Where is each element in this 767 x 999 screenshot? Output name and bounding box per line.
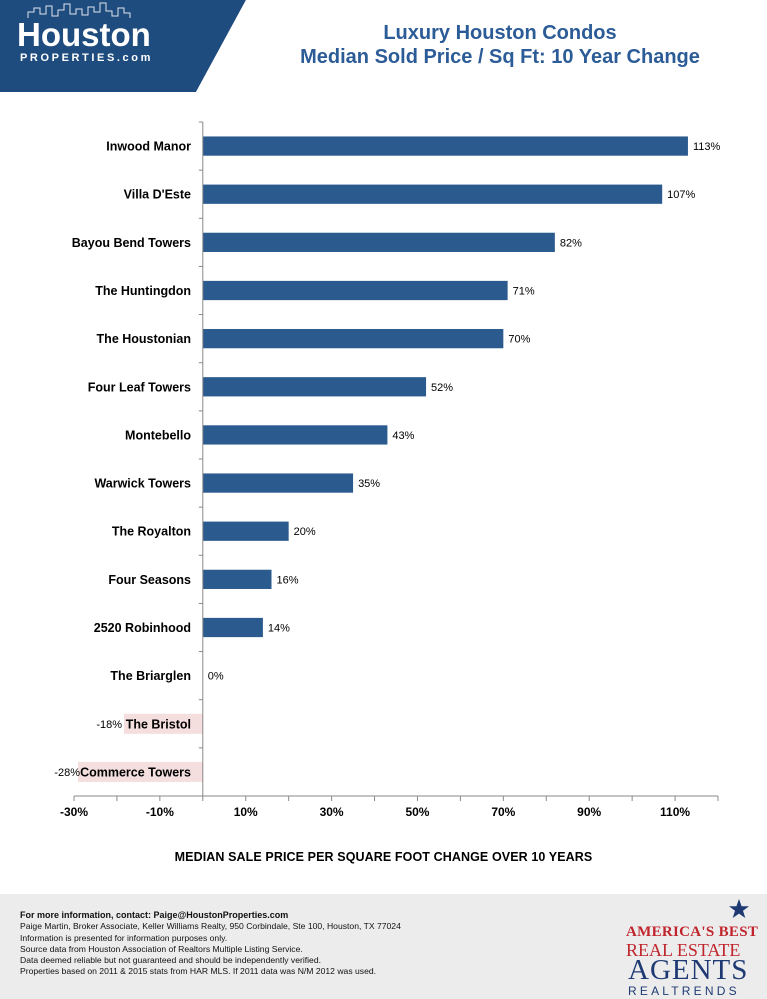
category-label: Four Seasons [108, 573, 191, 587]
footer-broker: Paige Martin, Broker Associate, Keller W… [20, 921, 401, 932]
footer-source: Source data from Houston Association of … [20, 943, 303, 954]
bar [202, 184, 663, 204]
category-label: Villa D'Este [124, 188, 191, 202]
category-label: Montebello [125, 428, 191, 442]
category-label: Inwood Manor [106, 140, 191, 154]
x-tick-label: 10% [234, 805, 258, 819]
x-tick-label: 110% [660, 805, 690, 819]
x-tick-label: 30% [320, 805, 344, 819]
skyline-icon [27, 2, 131, 18]
x-axis-title: MEDIAN SALE PRICE PER SQUARE FOOT CHANGE… [174, 850, 593, 864]
category-label: The Briarglen [110, 669, 191, 683]
value-label: 43% [392, 430, 414, 442]
value-label: -28% [54, 767, 80, 779]
axes-layer [73, 121, 719, 801]
category-label: Four Leaf Towers [88, 380, 191, 394]
category-label: 2520 Robinhood [94, 621, 191, 635]
bar [202, 329, 504, 349]
x-tick-label: 90% [577, 805, 601, 819]
footer-disclaimer: Information is presented for information… [20, 932, 228, 943]
category-label: The Houstonian [97, 332, 191, 346]
category-label: The Huntingdon [95, 284, 191, 298]
bar [202, 136, 688, 156]
logo-wordmark: Houston [17, 16, 151, 53]
star-icon [729, 899, 749, 918]
negative-highlight [78, 761, 203, 782]
logo-subtitle: PROPERTIES.com [20, 52, 153, 64]
bar [202, 280, 508, 301]
value-label: 82% [560, 237, 582, 249]
category-label: Bayou Bend Towers [72, 236, 191, 250]
footer-contact: For more information, contact: Paige@Hou… [20, 910, 289, 920]
badge-line-2: REAL ESTATE [626, 940, 741, 960]
bar [202, 617, 263, 638]
badge-line-1: AMERICA'S BEST [626, 924, 759, 940]
value-label: 14% [268, 623, 290, 635]
bar [202, 473, 354, 493]
value-label: 52% [431, 382, 453, 394]
page-subtitle: Median Sold Price / Sq Ft: 10 Year Chang… [300, 46, 700, 68]
value-label: 0% [208, 671, 224, 683]
value-label: 70% [508, 334, 530, 346]
x-tick-label: -10% [146, 805, 174, 819]
bar [202, 232, 555, 252]
badge-line-3: AGENTS [628, 954, 749, 986]
bars-layer [78, 136, 688, 782]
value-label: 113% [693, 141, 721, 153]
footer-basis: Properties based on 2011 & 2015 stats fr… [20, 966, 377, 977]
bar [202, 521, 289, 541]
footer-reliability: Data deemed reliable but not guaranteed … [20, 955, 321, 966]
bar [202, 425, 388, 445]
category-label: The Royalton [112, 525, 191, 539]
value-label: 35% [358, 478, 380, 490]
x-tick-label: -30% [60, 805, 88, 819]
labels-layer: Inwood Manor 113% Villa D'Este 107% Bayou Be… [54, 140, 720, 819]
x-tick-label: 50% [405, 805, 429, 819]
bar [202, 569, 272, 589]
value-label: -18% [96, 719, 122, 731]
logo-band: Houston PROPERTIES.com [0, 0, 767, 92]
value-label: 71% [513, 286, 535, 298]
footer: For more information, contact: Paige@Hou… [0, 894, 767, 999]
logo-band-shape [0, 0, 250, 92]
bar [202, 377, 427, 397]
x-tick-label: 70% [491, 805, 515, 819]
value-label: 20% [294, 526, 316, 538]
americas-best-agents-badge: AMERICA'S BEST REAL ESTATE AGENTS REALTR… [624, 898, 764, 998]
category-label: Commerce Towers [80, 765, 191, 779]
category-label: Warwick Towers [94, 477, 191, 491]
value-label: 107% [667, 189, 695, 201]
category-label: The Bristol [126, 717, 191, 731]
badge-line-4: REALTRENDS [628, 984, 740, 998]
footer-text: For more information, contact: Paige@Hou… [20, 910, 401, 978]
bar-chart: Inwood Manor 113% Villa D'Este 107% Bayou Be… [54, 121, 720, 819]
negative-highlight [124, 713, 203, 734]
page-title: Luxury Houston Condos [383, 22, 617, 44]
value-label: 16% [276, 574, 298, 586]
